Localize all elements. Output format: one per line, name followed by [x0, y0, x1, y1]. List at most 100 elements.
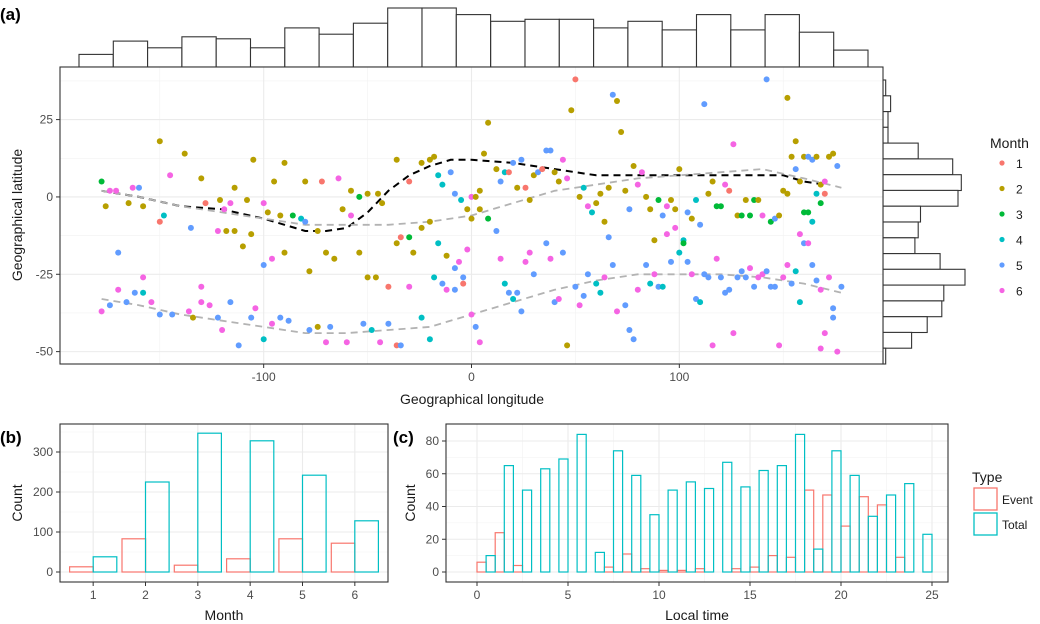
scatter-point-month-5	[451, 286, 458, 293]
scatter-point-month-5	[834, 163, 841, 169]
y-tick-label: 100	[33, 525, 53, 539]
scatter-point-month-2	[472, 193, 479, 200]
scatter-point-month-5	[738, 268, 745, 275]
month-legend: Month 1 2 3 4 5 6	[990, 135, 1029, 299]
legend-label-month-3: 3	[1016, 208, 1023, 222]
scatter-point-month-3	[747, 212, 753, 219]
scatter-point-month-2	[181, 150, 188, 157]
scatter-point-month-3	[98, 178, 105, 185]
panel-label-a: (a)	[0, 5, 21, 24]
scatter-point-month-1	[397, 234, 404, 241]
scatter-point-month-4	[593, 280, 600, 287]
month-y-title: Count	[9, 484, 25, 521]
scatter-point-month-2	[593, 200, 600, 207]
scatter-point-month-6	[634, 181, 641, 188]
legend-label-month-1: 1	[1016, 157, 1023, 171]
scatter-point-month-2	[277, 212, 284, 219]
scatter-point-month-2	[826, 153, 832, 160]
scatter-point-month-5	[626, 327, 633, 333]
scatter-point-month-5	[580, 292, 587, 299]
longitude-histogram-bar	[593, 27, 629, 68]
scatter-point-month-6	[227, 200, 234, 207]
x-tick-label: 0	[474, 588, 481, 602]
scatter-point-month-2	[418, 159, 425, 166]
x-tick-label: 6	[351, 588, 358, 602]
scatter-point-month-3	[738, 212, 745, 219]
scatter-point-month-5	[136, 184, 142, 191]
scatter-point-month-5	[742, 274, 749, 281]
scatter-point-month-2	[231, 184, 238, 191]
local-time-bar-total	[885, 494, 897, 573]
local-time-bar-total	[649, 514, 660, 573]
scatter-point-month-2	[393, 240, 400, 247]
scatter-point-month-2	[102, 203, 109, 210]
x-tick-label: 5	[299, 588, 306, 602]
scatter-point-month-5	[493, 228, 500, 234]
latitude-histogram-bar	[882, 158, 954, 176]
scatter-point-month-2	[468, 215, 475, 222]
scatter-point-month-2	[375, 190, 381, 197]
scatter-point-month-2	[364, 274, 371, 281]
scatter-point-month-2	[217, 197, 223, 203]
scatter-point-month-1	[726, 187, 733, 194]
scatter-point-month-2	[231, 228, 238, 234]
scatter-point-month-6	[140, 274, 147, 281]
scatter-point-month-6	[129, 184, 136, 191]
scatter-point-month-2	[647, 206, 654, 213]
longitude-histogram-bar	[284, 27, 320, 68]
scatter-point-month-6	[443, 286, 450, 293]
scatter-point-month-4	[792, 268, 799, 275]
scatter-point-month-6	[688, 271, 695, 278]
scatter-point-month-6	[377, 339, 384, 346]
local-time-bar-total	[740, 486, 751, 573]
scatter-point-month-5	[169, 311, 176, 318]
latitude-histogram-bar	[882, 284, 945, 302]
scatter-point-month-5	[717, 274, 724, 281]
month-legend-title: Month	[990, 135, 1029, 151]
scatter-point-month-6	[713, 255, 720, 262]
x-tick-label: 0	[468, 370, 475, 384]
scatter-point-month-6	[214, 228, 221, 234]
scatter-point-month-5	[701, 101, 708, 108]
local-time-bar-total	[485, 554, 496, 573]
y-tick-label: 25	[40, 113, 54, 127]
scatter-point-month-2	[443, 252, 450, 259]
scatter-point-month-2	[271, 178, 278, 185]
x-tick-label: -100	[252, 370, 276, 384]
scatter-point-month-2	[302, 178, 309, 185]
scatter-point-month-2	[248, 231, 255, 238]
scatter-point-month-2	[331, 255, 338, 262]
local-time-bar-total	[631, 474, 642, 573]
scatter-point-month-4	[418, 314, 425, 321]
scatter-point-month-6	[663, 203, 670, 210]
month-bar-total	[301, 474, 327, 573]
month-bar-total	[354, 520, 379, 573]
legend-key-month-3	[999, 211, 1005, 217]
scatter-point-month-1	[821, 190, 828, 197]
scatter-point-month-6	[834, 348, 841, 355]
scatter-point-month-2	[372, 274, 379, 281]
scatter-point-month-5	[115, 249, 122, 256]
y-tick-label: 60	[426, 467, 440, 481]
scatter-point-month-5	[327, 323, 334, 330]
scatter-point-month-4	[647, 280, 654, 287]
scatter-point-month-1	[385, 283, 392, 290]
scatter-point-month-5	[726, 286, 733, 293]
scatter-point-month-5	[106, 302, 113, 309]
latitude-histogram-bar	[882, 111, 889, 128]
scatter-point-month-2	[190, 314, 196, 321]
scatter-point-month-5	[227, 299, 234, 306]
scatter-point-month-2	[755, 197, 762, 203]
longitude-histogram-bar	[524, 18, 560, 68]
scatter-point-month-2	[426, 218, 433, 225]
scatter-point-month-5	[584, 271, 591, 278]
scatter-point-month-5	[131, 289, 138, 296]
month-x-title: Month	[205, 607, 244, 623]
scatter-point-month-2	[614, 98, 620, 104]
scatter-point-month-2	[485, 119, 492, 126]
scatter-point-month-5	[697, 221, 704, 228]
scatter-point-month-2	[830, 150, 837, 157]
x-tick-label: 20	[834, 588, 848, 602]
type-legend: Type Event Total	[972, 469, 1033, 536]
local-time-bar-panel	[445, 423, 949, 583]
